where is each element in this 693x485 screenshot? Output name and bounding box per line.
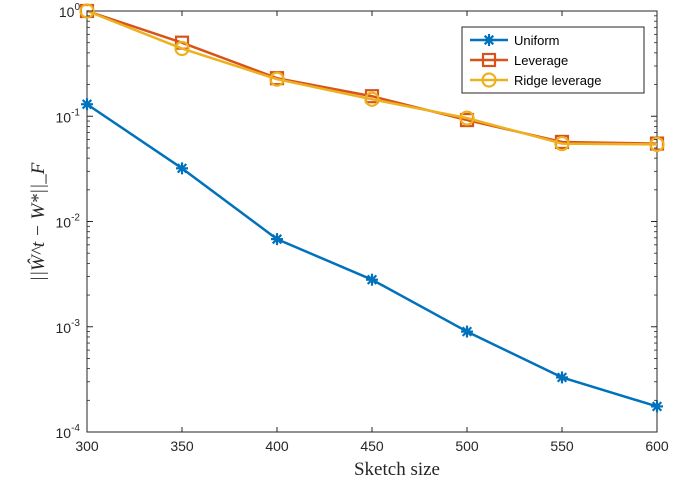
data-point: [554, 135, 570, 152]
x-tick-label: 600: [645, 438, 669, 454]
legend-entry: Leverage: [470, 52, 568, 68]
data-point: [364, 91, 380, 107]
y-tick-label: 100: [59, 2, 81, 20]
series-uniform: [81, 98, 663, 413]
legend-label: Ridge leverage: [514, 73, 601, 88]
data-point: [481, 72, 497, 88]
y-tick-label: 10-2: [56, 213, 81, 231]
data-point: [269, 71, 285, 87]
x-tick-label: 300: [75, 438, 99, 454]
y-axis-label-text: ||Ŵ^t − W*||_F: [27, 162, 49, 281]
x-axis-label: Sketch size: [354, 459, 440, 480]
data-point: [271, 234, 283, 245]
legend-entry: Ridge leverage: [470, 72, 601, 88]
x-tick-label: 550: [550, 438, 574, 454]
x-tick-label: 400: [265, 438, 289, 454]
data-point: [79, 3, 95, 19]
data-point: [461, 326, 473, 337]
series-layer: [79, 3, 665, 413]
legend-label: Uniform: [514, 33, 560, 48]
axis-ticks: 300 350 400 450 500 550 600 10-4 10-3 10-2 10-1 100: [56, 2, 669, 454]
data-point: [176, 163, 188, 174]
x-tick-label: 450: [360, 438, 384, 454]
data-point: [481, 52, 497, 68]
data-point: [649, 136, 665, 153]
x-tick-label: 500: [455, 438, 479, 454]
y-axis-label: ||Ŵ^t − W*||_F: [27, 162, 49, 281]
legend-entry: Uniform: [470, 33, 560, 48]
legend: Uniform Leverage Ridge leverage: [461, 26, 645, 94]
y-tick-label: 10-1: [56, 107, 81, 125]
legend-label: Leverage: [514, 53, 568, 68]
data-point: [174, 40, 190, 57]
data-point: [366, 274, 378, 285]
data-point: [651, 401, 663, 412]
data-point: [81, 99, 93, 110]
y-tick-label: 10-4: [56, 423, 81, 441]
data-point: [556, 372, 568, 383]
y-tick-label: 10-3: [56, 318, 81, 336]
data-point: [459, 110, 475, 126]
series-line: [86, 9, 658, 146]
data-point: [483, 34, 495, 46]
x-tick-label: 350: [170, 438, 194, 454]
series-ridge-leverage: [79, 3, 665, 153]
